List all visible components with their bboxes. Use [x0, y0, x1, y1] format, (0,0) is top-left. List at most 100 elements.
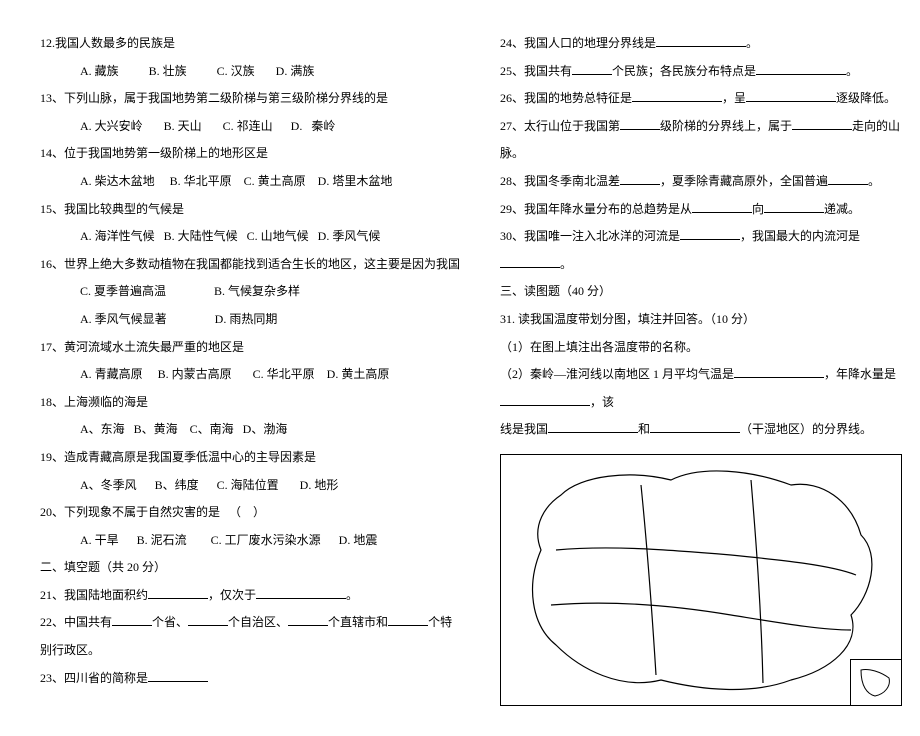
q31-1: （1）在图上填注出各温度带的名称。: [500, 334, 902, 362]
q20-opts: A. 干旱 B. 泥石流 C. 工厂废水污染水源 D. 地震: [40, 527, 460, 555]
blank: [632, 89, 722, 102]
q22: 22、中国共有个省、个自治区、个直辖市和个特别行政区。: [40, 609, 460, 664]
q27-a: 27、太行山位于我国第: [500, 119, 620, 133]
zone-line-3: [641, 485, 656, 675]
q30-c: 。: [560, 257, 572, 271]
q28-c: 。: [868, 174, 880, 188]
q28-b: ，夏季除青藏高原外，全国普遍: [660, 174, 828, 188]
left-column: 12.我国人数最多的民族是 A. 藏族 B. 壮族 C. 汉族 D. 满族 13…: [40, 30, 460, 706]
q31-2b: ，年降水量是: [824, 367, 896, 381]
blank: [112, 613, 152, 626]
q31-3b: 和: [638, 422, 650, 436]
q25: 25、我国共有 个民族；各民族分布特点是 。: [500, 58, 902, 86]
q30-b: ，我国最大的内流河是: [740, 229, 860, 243]
q26-a: 26、我国的地势总特征是: [500, 91, 632, 105]
q26: 26、我国的地势总特征是 ，呈 逐级降低。: [500, 85, 902, 113]
q22-b: 个省、: [152, 615, 188, 629]
q20-stem: 20、下列现象不属于自然灾害的是 （ ）: [40, 499, 460, 527]
blank: [388, 613, 428, 626]
q23-a: 23、四川省的简称是: [40, 671, 148, 685]
right-column: 24、我国人口的地理分界线是。 25、我国共有个民族；各民族分布特点是。 26、…: [500, 30, 902, 706]
q18-opts: A、东海 B、黄海 C、南海 D、渤海: [40, 416, 460, 444]
q15-stem: 15、我国比较典型的气候是: [40, 196, 460, 224]
q14-stem: 14、位于我国地势第一级阶梯上的地形区是: [40, 140, 460, 168]
q25-a: 25、我国共有: [500, 64, 572, 78]
section-3-title: 三、读图题（40 分）: [500, 278, 902, 306]
q22-a: 22、中国共有: [40, 615, 112, 629]
inset-outline: [861, 669, 889, 696]
blank: [764, 200, 824, 213]
q16-stem: 16、世界上绝大多数动植物在我国都能找到适合生长的地区，这主要是因为我国: [40, 251, 460, 279]
map-svg: [501, 455, 901, 705]
q19-opts: A、冬季风 B、纬度 C. 海陆位置 D. 地形: [40, 472, 460, 500]
q31-3a: 线是我国: [500, 422, 548, 436]
q14-opts: A. 柴达木盆地 B. 华北平原 C. 黄土高原 D. 塔里木盆地: [40, 168, 460, 196]
blank: [746, 89, 836, 102]
q27-b: 级阶梯的分界线上，属于: [660, 119, 792, 133]
q23: 23、四川省的简称是: [40, 665, 460, 693]
q26-b: ，呈: [722, 91, 746, 105]
blank: [680, 227, 740, 240]
q12-opts: A. 藏族 B. 壮族 C. 汉族 D. 满族: [40, 58, 460, 86]
q29: 29、我国年降水量分布的总趋势是从 向 递减。: [500, 196, 902, 224]
q30: 30、我国唯一注入北冰洋的河流是 ，我国最大的内流河是 。: [500, 223, 902, 278]
q12-stem: 12.我国人数最多的民族是: [40, 30, 460, 58]
q25-b: 个民族；各民族分布特点是: [612, 64, 756, 78]
q15-opts: A. 海洋性气候 B. 大陆性气候 C. 山地气候 D. 季风气候: [40, 223, 460, 251]
blank: [756, 62, 846, 75]
map-inset: [850, 659, 902, 706]
zone-line-1: [556, 548, 856, 575]
blank: [148, 669, 208, 682]
q21-c: 。: [346, 588, 358, 602]
blank: [828, 172, 868, 185]
blank: [620, 172, 660, 185]
q31-2a: （2）秦岭—淮河线以南地区 1 月平均气温是: [500, 367, 734, 381]
q31-3: 线是我国 和 （干湿地区）的分界线。: [500, 416, 902, 444]
zone-line-2: [551, 603, 851, 630]
blank: [288, 613, 328, 626]
q24-b: 。: [746, 36, 758, 50]
blank: [572, 62, 612, 75]
q25-c: 。: [846, 64, 858, 78]
q21-b: ，仅次于: [208, 588, 256, 602]
blank: [620, 117, 660, 130]
section-2-title: 二、填空题（共 20 分）: [40, 554, 460, 582]
q22-c: 个自治区、: [228, 615, 288, 629]
blank: [500, 393, 590, 406]
zone-line-4: [751, 480, 763, 683]
china-map: [500, 454, 902, 706]
q22-d: 个直辖市和: [328, 615, 388, 629]
q30-a: 30、我国唯一注入北冰洋的河流是: [500, 229, 680, 243]
q31-2c: ，该: [590, 395, 614, 409]
blank: [188, 613, 228, 626]
blank: [500, 255, 560, 268]
blank: [734, 365, 824, 378]
china-outline: [533, 471, 872, 690]
q29-c: 递减。: [824, 202, 860, 216]
q26-c: 逐级降低。: [836, 91, 896, 105]
q13-stem: 13、下列山脉，属于我国地势第二级阶梯与第三级阶梯分界线的是: [40, 85, 460, 113]
blank: [548, 420, 638, 433]
q16-opts: C. 夏季普遍高温 B. 气候复杂多样 A. 季风气候显著 D. 雨热同期: [40, 278, 460, 333]
q17-opts: A. 青藏高原 B. 内蒙古高原 C. 华北平原 D. 黄土高原: [40, 361, 460, 389]
q17-stem: 17、黄河流域水土流失最严重的地区是: [40, 334, 460, 362]
q27: 27、太行山位于我国第级阶梯的分界线上，属于走向的山脉。: [500, 113, 902, 168]
q29-b: 向: [752, 202, 764, 216]
blank: [692, 200, 752, 213]
inset-svg: [851, 660, 901, 705]
q31-2: （2）秦岭—淮河线以南地区 1 月平均气温是 ，年降水量是 ，该: [500, 361, 902, 416]
blank: [650, 420, 740, 433]
q29-a: 29、我国年降水量分布的总趋势是从: [500, 202, 692, 216]
q31-stem: 31. 读我国温度带划分图，填注并回答。（10 分）: [500, 306, 902, 334]
q31-3c: （干湿地区）的分界线。: [740, 422, 872, 436]
blank: [256, 586, 346, 599]
q24: 24、我国人口的地理分界线是 。: [500, 30, 902, 58]
blank: [148, 586, 208, 599]
q13-opts: A. 大兴安岭 B. 天山 C. 祁连山 D. 秦岭: [40, 113, 460, 141]
q18-stem: 18、上海濒临的海是: [40, 389, 460, 417]
blank: [792, 117, 852, 130]
q28-a: 28、我国冬季南北温差: [500, 174, 620, 188]
q21: 21、我国陆地面积约，仅次于。: [40, 582, 460, 610]
q24-a: 24、我国人口的地理分界线是: [500, 36, 656, 50]
blank: [656, 34, 746, 47]
